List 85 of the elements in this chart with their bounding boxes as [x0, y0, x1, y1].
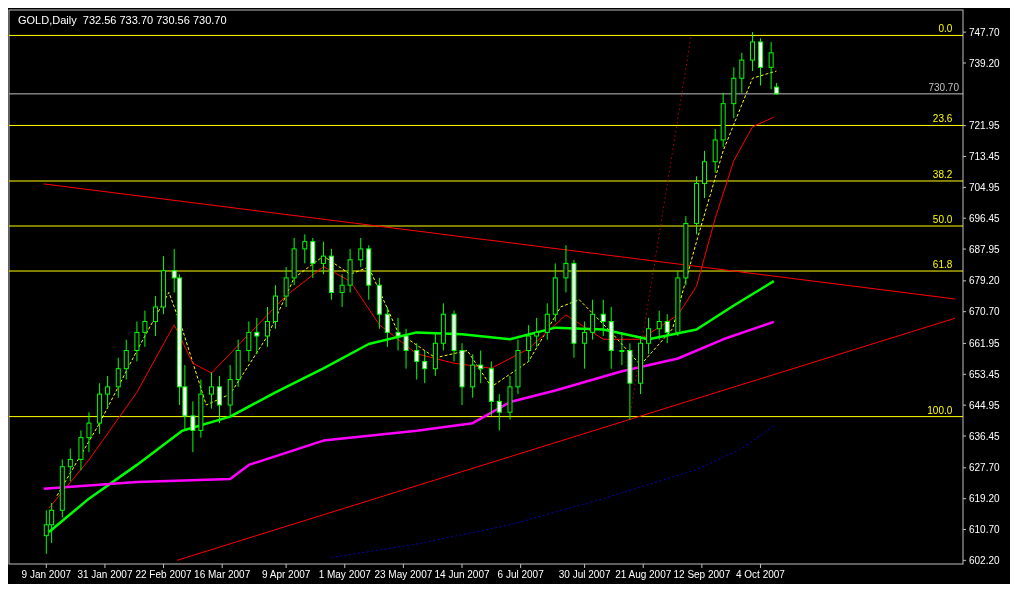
- x-tick-label: 22 Feb 2007: [135, 569, 193, 580]
- candlestick: [358, 237, 364, 268]
- ref-line-label: 730.70: [928, 81, 960, 93]
- y-tick-label: 687.95: [969, 243, 1001, 255]
- candlestick: [115, 357, 121, 399]
- candlestick: [78, 429, 84, 471]
- candlestick: [302, 233, 308, 264]
- x-tick-label: 6 Jul 2007: [497, 569, 545, 580]
- candlestick: [217, 375, 223, 424]
- candlestick: [739, 52, 745, 94]
- candlestick: [712, 128, 718, 174]
- candlestick: [702, 150, 708, 199]
- annotation: 100.0: [927, 404, 953, 416]
- candlestick: [283, 266, 289, 308]
- candlestick: [646, 317, 652, 355]
- annotation: 38.2: [932, 168, 953, 180]
- y-tick-label: 644.95: [969, 399, 1001, 411]
- candlestick: [123, 339, 129, 381]
- candlestick: [496, 393, 502, 431]
- candlestick: [470, 353, 476, 399]
- candlestick: [590, 299, 596, 341]
- x-tick-label: 23 May 2007: [374, 569, 433, 580]
- candlestick: [749, 31, 755, 72]
- chart-title: GOLD,Daily 732.56 733.70 730.56 730.70: [18, 14, 227, 26]
- annotation: 50.0: [932, 214, 953, 226]
- x-tick-label: 4 Oct 2007: [736, 569, 786, 580]
- candlestick: [600, 299, 606, 337]
- y-tick-label: 670.70: [969, 306, 1001, 318]
- candlestick: [310, 237, 316, 279]
- candlestick: [664, 313, 670, 344]
- annotation: 23.6: [932, 113, 953, 125]
- candlestick: [403, 328, 409, 370]
- y-tick-label: 696.45: [969, 212, 1001, 224]
- candlestick: [384, 306, 390, 348]
- candlestick: [339, 273, 345, 308]
- candlestick: [190, 400, 196, 453]
- x-tick-label: 9 Apr 2007: [261, 569, 311, 580]
- y-tick-label: 739.20: [969, 57, 1001, 69]
- x-tick-label: 30 Jul 2007: [558, 569, 611, 580]
- x-tick-label: 16 Mar 2007: [194, 569, 251, 580]
- candlestick: [209, 371, 215, 410]
- candlestick: [264, 306, 270, 348]
- candlestick: [534, 317, 540, 348]
- y-tick-label: 627.70: [969, 462, 1001, 474]
- candlestick: [656, 310, 662, 341]
- annotation: 61.8: [932, 259, 953, 271]
- y-tick-label: 747.70: [969, 26, 1001, 38]
- y-tick-label: 713.45: [969, 150, 1001, 162]
- x-tick-label: 31 Jan 2007: [77, 569, 133, 580]
- candlestick: [67, 448, 73, 482]
- candlestick: [768, 41, 774, 90]
- candlestick: [563, 244, 569, 293]
- line-series: [42, 320, 776, 491]
- x-tick-label: 9 Jan 2007: [21, 569, 72, 580]
- candlestick: [320, 241, 326, 275]
- candlestick: [619, 331, 625, 366]
- y-tick-label: 619.20: [969, 493, 1001, 505]
- x-tick-label: 14 Jun 2007: [434, 569, 490, 580]
- candlestick: [395, 317, 401, 352]
- candlestick: [134, 320, 140, 362]
- y-tick-label: 704.95: [969, 181, 1001, 193]
- x-tick-label: 1 May 2007: [318, 569, 372, 580]
- y-tick-label: 653.45: [969, 368, 1001, 380]
- candlestick: [142, 310, 148, 348]
- y-tick-label: 610.70: [969, 524, 1001, 536]
- candlestick: [582, 320, 588, 370]
- y-tick-label: 721.95: [969, 120, 1001, 132]
- candlestick: [86, 411, 92, 453]
- candlestick: [544, 302, 550, 341]
- candlestick: [526, 324, 532, 362]
- x-tick-label: 21 Aug 2007: [615, 569, 672, 580]
- y-tick-label: 661.95: [969, 337, 1001, 349]
- line-series: [330, 425, 775, 558]
- candlestick: [422, 350, 428, 384]
- y-tick-label: 636.45: [969, 430, 1001, 442]
- y-tick-label: 602.20: [969, 554, 1001, 566]
- x-tick-label: 12 Sep 2007: [673, 569, 731, 580]
- candlestick: [478, 350, 484, 384]
- candlestick: [153, 295, 159, 337]
- annotation: 0.0: [938, 23, 953, 35]
- candlestick: [254, 317, 260, 355]
- candlestick: [246, 320, 252, 362]
- candlestick: [105, 375, 111, 410]
- y-tick-label: 679.20: [969, 275, 1001, 287]
- candlestick: [414, 342, 420, 381]
